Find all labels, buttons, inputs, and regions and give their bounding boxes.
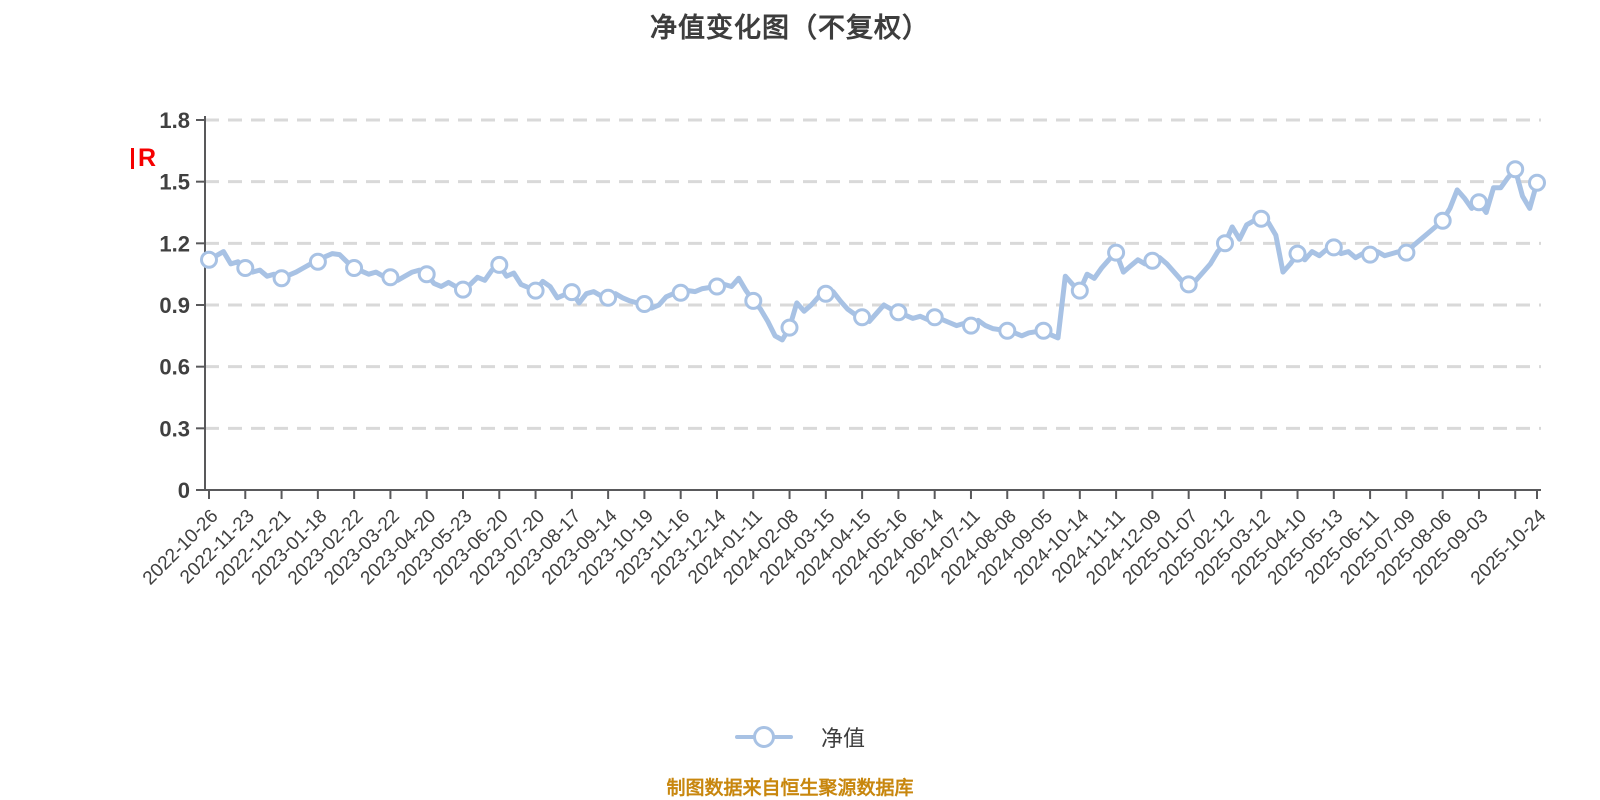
data-point-marker (962, 316, 980, 335)
data-point-marker (1506, 160, 1525, 179)
data-point-marker (708, 277, 726, 296)
legend: 净值 (0, 721, 1600, 753)
data-point-marker (1324, 238, 1343, 257)
data-point-marker (1034, 321, 1053, 340)
data-point-marker (1361, 245, 1380, 264)
data-point-marker (562, 283, 581, 302)
data-point-marker (345, 259, 364, 277)
data-point-marker (454, 280, 472, 299)
data-point-marker (272, 269, 291, 288)
y-axis-unit-label: R (131, 146, 156, 171)
unit-letter: R (138, 144, 157, 172)
data-point-marker (1469, 193, 1488, 212)
y-axis-label: 1.8 (159, 108, 190, 133)
data-point-marker (1216, 234, 1234, 253)
y-axis-label: 0.3 (159, 416, 190, 441)
data-point-marker (853, 308, 872, 327)
data-point-marker (1252, 209, 1271, 228)
y-axis-label: 1.5 (159, 170, 190, 195)
data-point-marker (417, 265, 436, 284)
data-point-marker (526, 281, 545, 300)
data-point-marker (1288, 244, 1307, 263)
plot-area: 00.30.60.91.21.51.82022-10-262022-11-232… (139, 108, 1551, 589)
chart-title: 净值变化图（不复权） (650, 13, 930, 43)
data-point-marker (308, 252, 327, 271)
y-axis-label: 0.6 (159, 355, 190, 380)
data-point-marker (1143, 251, 1162, 270)
legend-marker-icon (752, 726, 775, 748)
data-point-marker (780, 318, 799, 337)
y-axis-label: 0.9 (159, 293, 190, 318)
data-point-marker (200, 250, 218, 269)
data-point-marker (671, 283, 690, 302)
data-point-marker (236, 259, 255, 277)
data-point-marker (381, 268, 400, 287)
data-point-marker (1070, 281, 1089, 300)
data-point-marker (889, 303, 908, 322)
data-point-marker (635, 295, 654, 313)
unit-bar-icon (131, 148, 134, 169)
data-point-marker (1433, 211, 1452, 230)
data-point-marker (1179, 275, 1198, 294)
data-point-marker (816, 284, 835, 303)
data-point-marker (925, 308, 944, 327)
data-point-marker (1397, 243, 1416, 262)
data-point-marker (744, 291, 763, 310)
data-point-marker (599, 288, 618, 307)
y-axis-label: 1.2 (159, 231, 190, 256)
legend-label: 净值 (820, 726, 865, 751)
data-source-note: 制图数据来自恒生聚源数据库 (666, 778, 914, 799)
data-point-marker (1528, 173, 1546, 192)
data-point-marker (490, 255, 509, 274)
y-axis-label: 0 (178, 478, 190, 503)
data-point-marker (1107, 243, 1126, 262)
legend-line-sample (734, 726, 793, 748)
data-point-marker (998, 321, 1017, 340)
